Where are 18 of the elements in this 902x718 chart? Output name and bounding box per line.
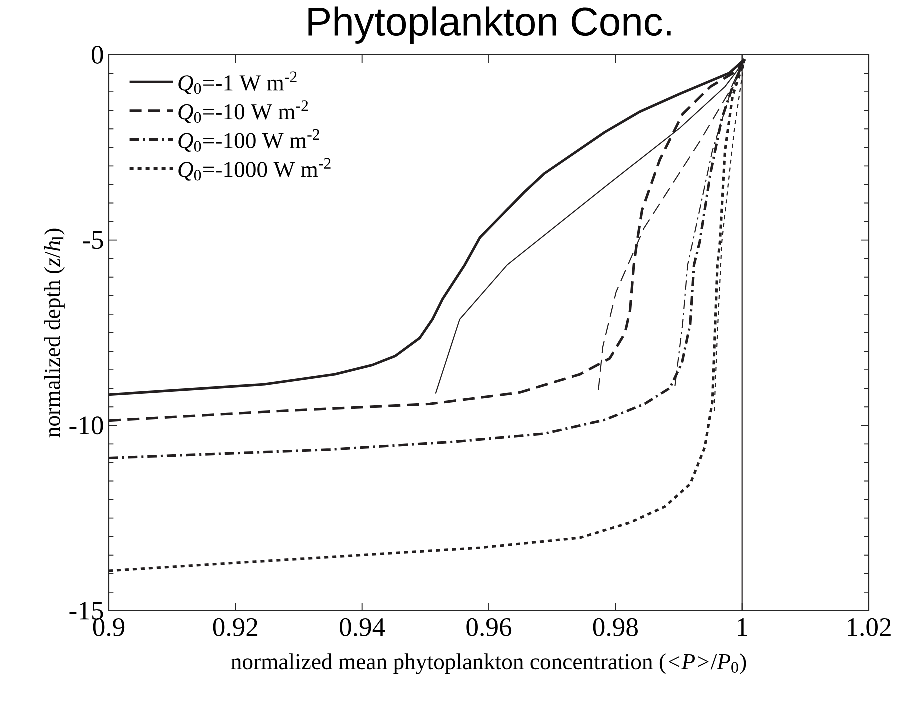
y-tick-label: -15 xyxy=(70,602,104,620)
legend-label: Q$_{0}$=-10 W m$^{-2}$ xyxy=(178,100,308,124)
y-tick-label: -5 xyxy=(83,231,104,250)
legend-label: Q$_{0}$=-100 W m$^{-2}$ xyxy=(178,129,320,152)
y-tick-label: -10 xyxy=(70,416,104,435)
x-axis-title: normalized mean phytoplankton concentration (<P>/P$_{0}$) xyxy=(231,654,746,674)
x-tick-label: 0.98 xyxy=(593,618,638,636)
legend-label: Q$_{0}$=-1 W m$^{-2}$ xyxy=(178,72,297,94)
x-tick-label: 1.02 xyxy=(848,618,891,636)
x-tick-label: 0.96 xyxy=(466,618,512,636)
y-tick-label: 0 xyxy=(92,46,104,64)
y-axis-title: normalized depth (z/h$_{l}$) xyxy=(44,228,65,438)
x-tick-label: 0.9 xyxy=(93,618,125,636)
chart-title: Phytoplankton Conc. xyxy=(308,6,671,44)
x-tick-label: 0.94 xyxy=(340,618,386,636)
legend-label: Q$_{0}$=-1000 W m$^{-2}$ xyxy=(178,158,331,181)
x-tick-label: 1 xyxy=(738,618,748,636)
x-tick-label: 0.92 xyxy=(213,618,258,636)
